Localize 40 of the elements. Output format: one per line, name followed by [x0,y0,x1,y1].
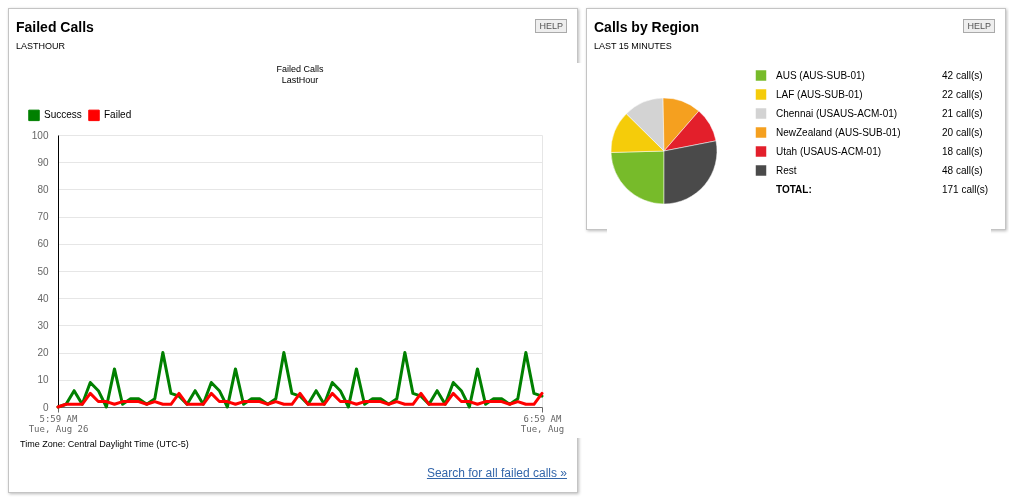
data-label: 42 call(s) [942,69,983,81]
line-series [56,391,544,409]
text: Search for all failed calls » [426,466,567,480]
text: Time Zone: Central Daylight Time (UTC-5) [20,439,189,449]
data-label: 48 call(s) [942,164,983,176]
text: TOTAL: [776,183,812,195]
x-tick-label: 5:59 AM Tue, Aug 26 [28,413,89,434]
y-tick-label: 10 [37,374,49,386]
data-label: 22 call(s) [942,88,983,100]
y-tick-label: 80 [37,183,49,195]
legend-label: Success [44,109,82,121]
y-tick-label: 70 [37,211,49,223]
chart-title: Failed Calls [276,64,324,74]
data-label: 21 call(s) [942,107,983,119]
y-tick-label: 50 [37,265,49,277]
legend-label: AUS (AUS-SUB-01) [776,69,865,81]
y-tick-label: 100 [31,129,49,141]
y-tick-label: 90 [37,156,49,168]
y-tick-label: 30 [37,319,49,331]
data-label: 20 call(s) [942,126,983,138]
text: 171 call(s) [942,183,989,195]
legend-label: NewZealand (AUS-SUB-01) [776,126,901,138]
help-button: HELP [963,19,995,33]
legend-label: LAF (AUS-SUB-01) [776,88,863,100]
y-tick-label: 40 [37,292,49,304]
x-tick-label: 6:59 AM Tue, Aug [520,413,565,434]
y-tick-label: 20 [37,347,49,359]
help-button: HELP [535,19,567,33]
data-label: 18 call(s) [942,145,983,157]
legend-label: Utah (USAUS-ACM-01) [776,145,882,157]
y-tick-label: 0 [42,401,49,413]
legend-label: Rest [776,164,797,176]
chart-subtitle: LAST 15 MINUTES [594,41,672,51]
y-tick-label: 60 [37,238,49,250]
legend-label: Chennai (USAUS-ACM-01) [776,107,898,119]
text: Failed Calls [16,19,94,35]
chart-subtitle: LASTHOUR [16,41,66,51]
legend-label: Failed [104,109,132,121]
text: LastHour [281,75,319,85]
chart-title: Calls by Region [594,19,700,35]
